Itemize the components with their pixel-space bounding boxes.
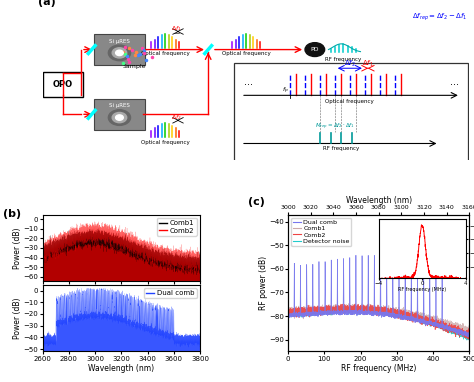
- Text: ...: ...: [450, 77, 459, 87]
- FancyBboxPatch shape: [234, 63, 468, 161]
- FancyBboxPatch shape: [43, 71, 83, 97]
- Y-axis label: RF power (dB): RF power (dB): [259, 256, 268, 310]
- X-axis label: Wavelength (nm): Wavelength (nm): [88, 364, 155, 373]
- Circle shape: [112, 48, 127, 58]
- X-axis label: Wavelength (nm): Wavelength (nm): [346, 196, 412, 205]
- X-axis label: RF frequency (MHz): RF frequency (MHz): [341, 364, 416, 373]
- Circle shape: [305, 43, 325, 57]
- Text: Optical frequency: Optical frequency: [141, 52, 190, 57]
- Text: $\Delta f_{rep} = \Delta f_2 - \Delta f_1$: $\Delta f_{rep} = \Delta f_2 - \Delta f_…: [412, 12, 467, 23]
- Text: (a): (a): [38, 0, 56, 6]
- Legend: Comb1, Comb2: Comb1, Comb2: [157, 218, 197, 236]
- Text: OPO: OPO: [53, 79, 73, 89]
- Text: $\Delta f_1$: $\Delta f_1$: [362, 59, 374, 70]
- Y-axis label: Power (dB): Power (dB): [13, 297, 22, 339]
- Text: Sample: Sample: [123, 64, 146, 69]
- Circle shape: [116, 115, 123, 120]
- Legend: Dual comb, Comb1, Comb2, Detector noise: Dual comb, Comb1, Comb2, Detector noise: [292, 218, 351, 246]
- FancyBboxPatch shape: [94, 99, 145, 129]
- Circle shape: [109, 110, 130, 125]
- Text: PD: PD: [310, 47, 319, 52]
- Legend: Dual comb: Dual comb: [144, 288, 197, 298]
- Text: Si µRES: Si µRES: [109, 39, 130, 44]
- Y-axis label: Power (dB): Power (dB): [13, 227, 22, 269]
- Text: $M_{rep} = \Delta f_2 \cdot \Delta f_1$: $M_{rep} = \Delta f_2 \cdot \Delta f_1$: [315, 122, 355, 132]
- FancyBboxPatch shape: [94, 34, 145, 65]
- Text: ...: ...: [244, 77, 253, 87]
- Text: $\Delta f_2$: $\Delta f_2$: [171, 113, 182, 122]
- Circle shape: [109, 45, 130, 61]
- Text: Optical frequency: Optical frequency: [141, 140, 190, 145]
- Circle shape: [116, 50, 123, 55]
- Text: Optical frequency: Optical frequency: [326, 99, 374, 104]
- Text: RF frequency: RF frequency: [323, 146, 359, 151]
- Text: Optical frequency: Optical frequency: [222, 52, 271, 57]
- Text: Si µRES: Si µRES: [109, 104, 130, 108]
- Text: (b): (b): [3, 209, 21, 219]
- Text: (c): (c): [248, 197, 265, 207]
- Text: RF frequency: RF frequency: [325, 57, 362, 62]
- Text: $\Delta f_1$: $\Delta f_1$: [171, 24, 182, 33]
- Text: $\Delta f_2$: $\Delta f_2$: [344, 59, 356, 70]
- Circle shape: [112, 112, 127, 123]
- Text: $f_p$: $f_p$: [283, 86, 289, 96]
